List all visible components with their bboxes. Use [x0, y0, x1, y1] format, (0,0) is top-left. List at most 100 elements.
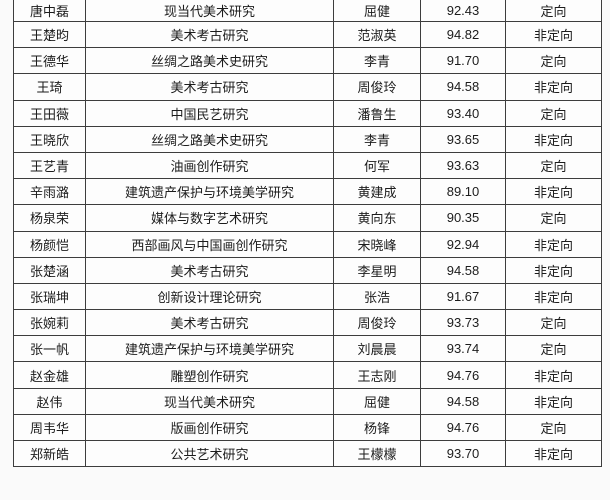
table-row: 张婉莉 美术考古研究 周俊玲 93.73 定向	[13, 309, 602, 337]
cell-enrollment-type: 定向	[505, 204, 602, 232]
cell-score: 91.70	[420, 47, 506, 75]
table-row: 张瑞坤 创新设计理论研究 张浩 91.67 非定向	[13, 282, 602, 311]
cell-enrollment-type: 非定向	[505, 256, 602, 284]
table-row: 赵伟 现当代美术研究 屈健 94.58 非定向	[13, 387, 602, 415]
cell-enrollment-type: 定向	[505, 413, 602, 442]
cell-student-name: 张瑞坤	[13, 282, 86, 311]
cell-student-name: 郑新皓	[13, 439, 86, 468]
cell-advisor-name: 黄向东	[333, 204, 421, 232]
cell-advisor-name: 屈健	[333, 387, 421, 415]
cell-advisor-name: 何军	[333, 151, 421, 180]
table-row: 张楚涵 美术考古研究 李星明 94.58 非定向	[13, 256, 602, 284]
cell-score: 93.40	[420, 99, 506, 127]
cell-enrollment-type: 定向	[505, 47, 602, 75]
cell-score: 92.94	[420, 230, 506, 258]
cell-enrollment-type: 非定向	[505, 361, 602, 389]
cell-advisor-name: 李青	[333, 125, 421, 153]
cell-score: 93.65	[420, 125, 506, 153]
cell-student-name: 周韦华	[13, 413, 86, 442]
cell-research-direction: 西部画风与中国画创作研究	[85, 230, 334, 258]
cell-score: 93.73	[420, 309, 506, 337]
cell-research-direction: 中国民艺研究	[85, 99, 334, 127]
table-row: 赵金雄 雕塑创作研究 王志刚 94.76 非定向	[13, 361, 602, 389]
cell-enrollment-type: 定向	[505, 335, 602, 363]
cell-student-name: 王晓欣	[13, 125, 86, 153]
cell-enrollment-type: 定向	[505, 99, 602, 127]
cell-score: 93.74	[420, 335, 506, 363]
cell-research-direction: 版画创作研究	[85, 413, 334, 442]
cell-research-direction: 公共艺术研究	[85, 439, 334, 468]
cell-student-name: 杨颜恺	[13, 230, 86, 258]
cell-enrollment-type: 定向	[505, 309, 602, 337]
cell-student-name: 王田薇	[13, 99, 86, 127]
cell-enrollment-type: 非定向	[505, 178, 602, 206]
cell-score: 94.82	[420, 20, 506, 49]
table-row: 王德华 丝绸之路美术史研究 李青 91.70 定向	[13, 47, 602, 75]
cell-student-name: 王艺青	[13, 151, 86, 180]
table-row: 王楚昀 美术考古研究 范淑英 94.82 非定向	[13, 20, 602, 49]
cell-enrollment-type: 非定向	[505, 387, 602, 415]
cell-research-direction: 美术考古研究	[85, 309, 334, 337]
cell-advisor-name: 屈健	[333, 0, 421, 22]
cell-student-name: 杨泉荣	[13, 204, 86, 232]
cell-advisor-name: 王檬檬	[333, 439, 421, 468]
table-row: 张一帆 建筑遗产保护与环境美学研究 刘晨晨 93.74 定向	[13, 335, 602, 363]
cell-score: 94.58	[420, 73, 506, 101]
table-row: 王晓欣 丝绸之路美术史研究 李青 93.65 非定向	[13, 125, 602, 153]
cell-student-name: 王楚昀	[13, 20, 86, 49]
cell-student-name: 唐中磊	[13, 0, 86, 22]
cell-student-name: 张一帆	[13, 335, 86, 363]
cell-student-name: 王德华	[13, 47, 86, 75]
table-row: 辛雨潞 建筑遗产保护与环境美学研究 黄建成 89.10 非定向	[13, 178, 602, 206]
cell-score: 89.10	[420, 178, 506, 206]
cell-enrollment-type: 非定向	[505, 20, 602, 49]
table-row: 王艺青 油画创作研究 何军 93.63 定向	[13, 151, 602, 180]
cell-score: 93.70	[420, 439, 506, 468]
cell-student-name: 赵伟	[13, 387, 86, 415]
cell-enrollment-type: 非定向	[505, 439, 602, 468]
cell-research-direction: 丝绸之路美术史研究	[85, 47, 334, 75]
cell-advisor-name: 王志刚	[333, 361, 421, 389]
cell-research-direction: 建筑遗产保护与环境美学研究	[85, 335, 334, 363]
cell-research-direction: 油画创作研究	[85, 151, 334, 180]
table-row: 郑新皓 公共艺术研究 王檬檬 93.70 非定向	[13, 439, 602, 468]
cell-student-name: 王琦	[13, 73, 86, 101]
table-row: 唐中磊 现当代美术研究 屈健 92.43 定向	[13, 0, 602, 22]
cell-advisor-name: 潘鲁生	[333, 99, 421, 127]
cell-research-direction: 媒体与数字艺术研究	[85, 204, 334, 232]
cell-score: 94.76	[420, 413, 506, 442]
cell-enrollment-type: 非定向	[505, 282, 602, 311]
cell-advisor-name: 宋晓峰	[333, 230, 421, 258]
table-row: 王田薇 中国民艺研究 潘鲁生 93.40 定向	[13, 99, 602, 127]
cell-enrollment-type: 非定向	[505, 125, 602, 153]
cell-advisor-name: 李青	[333, 47, 421, 75]
cell-student-name: 张楚涵	[13, 256, 86, 284]
cell-enrollment-type: 定向	[505, 0, 602, 22]
admission-score-table: 唐中磊 现当代美术研究 屈健 92.43 定向 王楚昀 美术考古研究 范淑英 94.82 非定向王…	[13, 0, 602, 468]
cell-advisor-name: 李星明	[333, 256, 421, 284]
cell-enrollment-type: 非定向	[505, 230, 602, 258]
cell-research-direction: 创新设计理论研究	[85, 282, 334, 311]
cell-score: 91.67	[420, 282, 506, 311]
cell-research-direction: 现当代美术研究	[85, 0, 334, 22]
cell-enrollment-type: 非定向	[505, 73, 602, 101]
cell-score: 90.35	[420, 204, 506, 232]
cell-research-direction: 现当代美术研究	[85, 387, 334, 415]
cell-research-direction: 建筑遗产保护与环境美学研究	[85, 178, 334, 206]
table-row: 王琦 美术考古研究 周俊玲 94.58 非定向	[13, 73, 602, 101]
table-row: 周韦华 版画创作研究 杨锋 94.76 定向	[13, 413, 602, 442]
cell-student-name: 张婉莉	[13, 309, 86, 337]
cell-enrollment-type: 定向	[505, 151, 602, 180]
cell-score: 94.58	[420, 256, 506, 284]
cell-advisor-name: 黄建成	[333, 178, 421, 206]
table-body: 唐中磊 现当代美术研究 屈健 92.43 定向 王楚昀 美术考古研究 范淑英 94.82 非定向王…	[13, 0, 602, 468]
cell-research-direction: 美术考古研究	[85, 20, 334, 49]
cell-advisor-name: 周俊玲	[333, 73, 421, 101]
cell-research-direction: 美术考古研究	[85, 73, 334, 101]
cell-student-name: 辛雨潞	[13, 178, 86, 206]
cell-advisor-name: 刘晨晨	[333, 335, 421, 363]
table-row: 杨颜恺 西部画风与中国画创作研究 宋晓峰 92.94 非定向	[13, 230, 602, 258]
cell-score: 94.76	[420, 361, 506, 389]
cell-advisor-name: 张浩	[333, 282, 421, 311]
